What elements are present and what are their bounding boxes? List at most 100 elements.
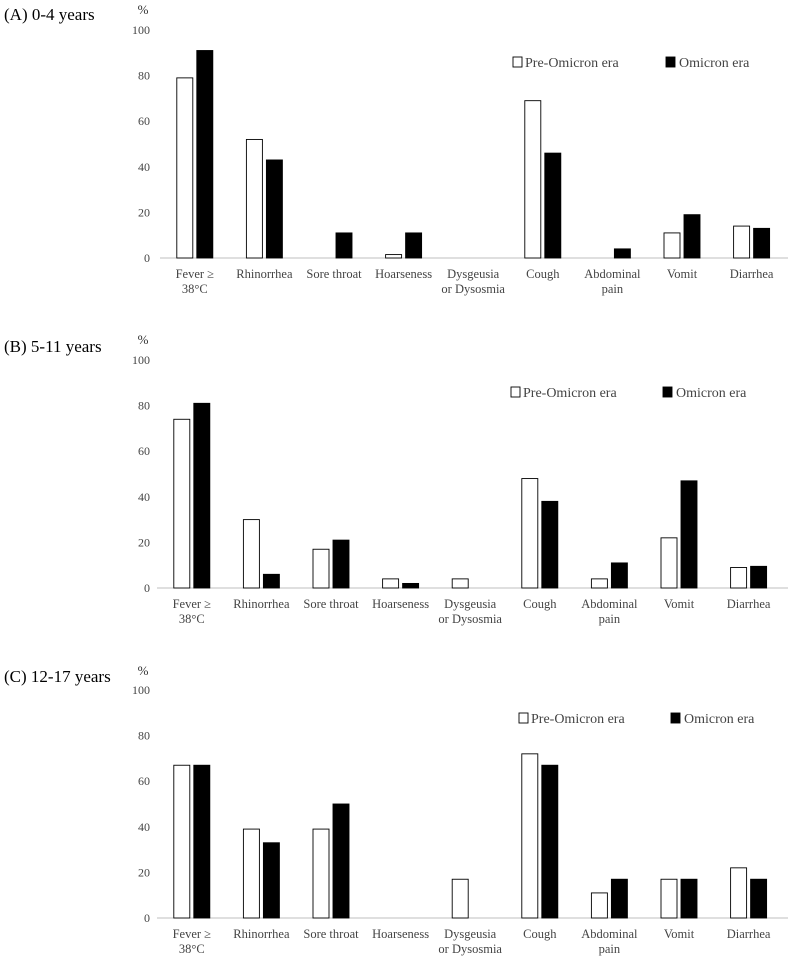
bar-omicron [335,232,353,259]
bar-omicron [610,562,628,589]
bar-pre-omicron [385,254,403,259]
x-tick-label: Rhinorrhea [233,927,290,941]
y-tick-label: 0 [144,911,150,925]
x-tick-label: Fever ≥ [173,927,212,941]
bar-pre-omicron [173,764,191,919]
bar-pre-omicron [521,478,539,589]
chart-panel-3: (C) 12-17 years % 0 20 40 60 80 100 Fever ≥38°C R… [4,663,788,956]
x-tick-label: 38°C [179,942,205,956]
x-tick-label: Diarrhea [730,267,774,281]
y-tick-label: 40 [138,820,150,834]
bar-pre-omicron [451,878,469,919]
chart-panel-1: (A) 0-4 years % 0 20 40 60 80 100 Fever ≥38°C Rhi… [4,2,788,296]
bar-omicron [680,878,698,919]
x-tick-label: Cough [523,927,557,941]
legend-swatch-pre-omicron [512,56,523,68]
y-tick-label: 60 [138,774,150,788]
legend-swatch-omicron [665,56,676,68]
bar-omicron [541,764,559,919]
bar-omicron [610,878,628,919]
y-tick-label: 60 [138,444,150,458]
legend-label: Omicron era [684,712,755,727]
x-tick-label: pain [602,282,624,296]
bar-pre-omicron [242,519,260,589]
y-tick-label: 40 [138,160,150,174]
y-tick-label: 80 [138,729,150,743]
legend-label: Omicron era [679,56,750,71]
x-tick-label: Vomit [664,597,695,611]
bar-pre-omicron [382,578,400,589]
bar-omicron [193,764,211,919]
legend-label: Pre-Omicron era [531,712,625,727]
x-tick-label: Rhinorrhea [233,597,290,611]
x-tick-label: Abdominal [581,597,638,611]
legend-label: Omicron era [676,386,747,401]
bar-omicron [683,214,701,259]
bar-pre-omicron [660,537,678,589]
y-tick-label: 40 [138,490,150,504]
bar-omicron [750,878,768,919]
bar-pre-omicron [590,578,608,589]
bar-pre-omicron [730,567,748,589]
legend-label: Pre-Omicron era [525,56,619,71]
bar-omicron [332,539,350,589]
x-tick-label: Diarrhea [727,597,771,611]
bar-omicron [196,50,214,259]
panel-title: (B) 5-11 years [4,337,102,356]
bar-omicron [753,227,771,259]
bar-pre-omicron [245,138,263,259]
y-tick-label: 60 [138,114,150,128]
bar-pre-omicron [663,232,681,259]
y-tick-label: 20 [138,205,150,219]
bar-omicron [332,803,350,919]
x-tick-label: Abdominal [581,927,638,941]
bar-pre-omicron [173,418,191,589]
y-tick-label: 100 [132,353,150,367]
y-tick-label: 20 [138,535,150,549]
x-tick-label: Sore throat [303,927,359,941]
chart-panel-2: (B) 5-11 years % 0 20 40 60 80 100 Fever ≥38°C Rh… [4,332,788,626]
x-tick-label: or Dysosmia [438,942,502,956]
x-tick-label: Dysgeusia [444,597,497,611]
x-tick-label: Hoarseness [372,597,429,611]
y-tick-label: 0 [144,251,150,265]
x-tick-label: Sore throat [306,267,362,281]
y-tick-label: 80 [138,69,150,83]
legend-swatch-omicron [662,386,673,398]
x-tick-label: or Dysosmia [441,282,505,296]
panel-title: (A) 0-4 years [4,5,95,24]
x-tick-label: Rhinorrhea [236,267,293,281]
x-tick-label: 38°C [179,612,205,626]
bar-pre-omicron [733,225,751,259]
bar-pre-omicron [451,578,469,589]
x-tick-label: Sore throat [303,597,359,611]
panel-title: (C) 12-17 years [4,667,111,686]
x-tick-label: or Dysosmia [438,612,502,626]
bar-pre-omicron [524,100,542,259]
y-tick-label: 80 [138,399,150,413]
bar-omicron [750,565,768,589]
x-tick-label: Cough [523,597,557,611]
bar-pre-omicron [312,828,330,919]
x-tick-label: Abdominal [584,267,641,281]
bar-omicron [680,480,698,589]
bar-omicron [544,152,562,259]
bar-omicron [402,582,420,589]
bar-omicron [541,500,559,589]
y-axis-unit: % [138,663,149,678]
bar-omicron [262,573,280,589]
bar-pre-omicron [590,892,608,919]
bar-omicron [405,232,423,259]
bar-pre-omicron [312,548,330,589]
x-tick-label: Fever ≥ [176,267,215,281]
x-tick-label: pain [599,612,621,626]
x-tick-label: Dysgeusia [444,927,497,941]
bar-pre-omicron [176,77,194,259]
y-axis-unit: % [138,2,149,17]
bar-pre-omicron [730,867,748,919]
legend-swatch-omicron [670,712,681,724]
x-tick-label: Dysgeusia [447,267,500,281]
bar-omicron [265,159,283,259]
x-tick-label: Cough [526,267,560,281]
